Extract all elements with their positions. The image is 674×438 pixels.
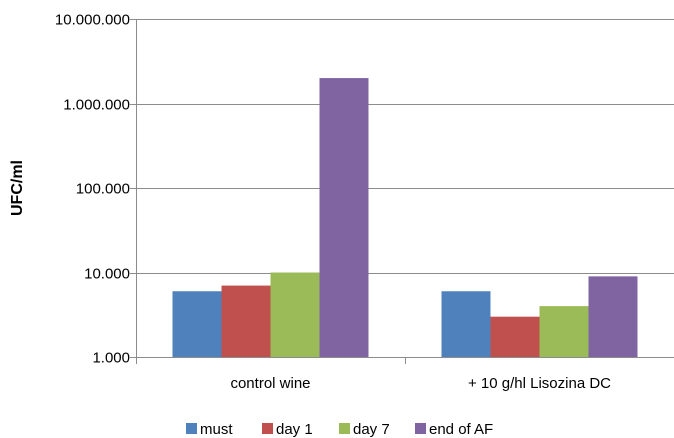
x-category-label: + 10 g/hl Lisozina DC [468, 375, 611, 392]
gridlines [136, 19, 674, 274]
legend-swatch [415, 423, 426, 434]
bars [172, 78, 638, 358]
y-tick-label: 1.000 [92, 350, 130, 367]
y-tick-label: 1.000.000 [63, 97, 130, 114]
bar-day-1 [221, 285, 271, 357]
bar-must [441, 291, 491, 357]
bar-day-7 [270, 272, 320, 357]
axes [130, 19, 674, 364]
bar-end-of-af [319, 78, 369, 358]
legend-label: end of AF [429, 421, 493, 438]
legend-label: day 1 [276, 421, 313, 438]
legend-label: must [200, 421, 233, 438]
y-axis-title: UFC/ml [9, 160, 26, 216]
legend-label: day 7 [353, 421, 390, 438]
legend-swatch [339, 423, 350, 434]
y-tick-label: 10.000 [84, 266, 130, 283]
legend-swatch [186, 423, 197, 434]
axis-labels: 1.000 10.000 100.000 1.000.000 10.000.000 con… [55, 12, 611, 393]
bar-day-1 [490, 316, 540, 357]
bar-end-of-af [588, 276, 638, 357]
y-tick-label: 100.000 [76, 181, 130, 198]
bar-day-7 [539, 306, 589, 357]
legend-swatch [262, 423, 273, 434]
y-tick-label: 10.000.000 [55, 12, 130, 29]
legend: must day 1 day 7 end of AF [186, 421, 493, 438]
x-category-label: control wine [230, 375, 310, 392]
bar-must [172, 291, 222, 357]
